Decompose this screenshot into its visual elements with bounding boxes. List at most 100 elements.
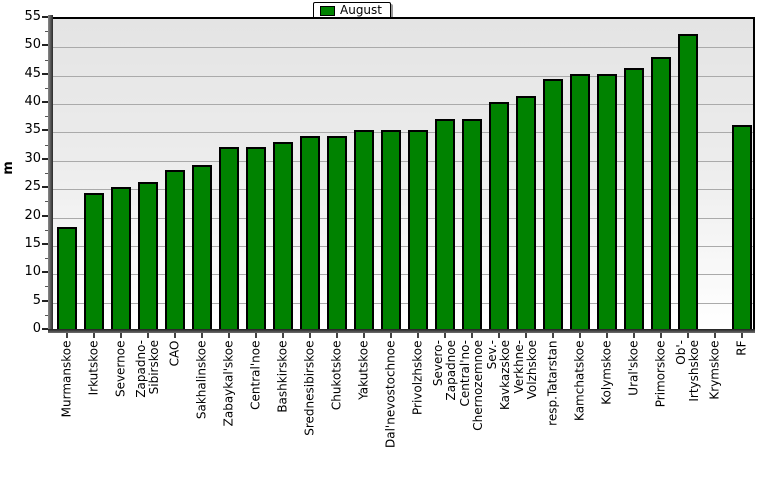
y-tick-50 (42, 44, 48, 47)
x-label-central-noe: Central'noe (248, 340, 262, 410)
bar-zapadno-sibirskoe (137, 181, 158, 329)
bar-murmanskoe (56, 226, 77, 329)
y-minor-tick (45, 144, 48, 146)
y-tick-label-35: 35 (24, 122, 41, 138)
y-minor-tick (45, 286, 48, 288)
gridline-20 (53, 217, 753, 219)
bar-central-no-chernozemnoe (461, 119, 482, 329)
x-tick-severnoe (119, 333, 122, 338)
bar-cao (164, 170, 185, 329)
x-tick-central-noe (254, 333, 257, 338)
x-tick-privolzhskoe (416, 333, 419, 338)
bar-verkhne-volzhskoe (515, 96, 536, 329)
y-tick-30 (42, 157, 48, 160)
y-tick-label-20: 20 (24, 207, 41, 223)
y-tick-label-0: 0 (32, 321, 41, 336)
bar-yakutskoe (353, 130, 374, 329)
x-tick-zabaykal-skoe (227, 333, 230, 338)
x-tick-srednesibirskoe (308, 333, 311, 338)
gridline-45 (53, 75, 753, 77)
x-label-irkutskoe: Irkutskoe (86, 340, 100, 395)
y-tick-10 (42, 271, 48, 274)
y-tick-label-45: 45 (24, 65, 41, 81)
x-label-rf: RF (734, 340, 748, 356)
x-label-bashkirskoe: Bashkirskoe (275, 340, 289, 413)
y-tick-5 (42, 299, 48, 302)
gridline-50 (53, 47, 753, 49)
bar-privolzhskoe (407, 130, 428, 329)
x-label-primorskoe: Primorskoe (653, 340, 667, 407)
gridline-30 (53, 160, 753, 162)
bar-irkutskoe (83, 192, 104, 329)
y-minor-tick (45, 31, 48, 33)
gridline-5 (53, 302, 753, 304)
x-label-sakhalinskoe: Sakhalinskoe (194, 340, 208, 419)
legend-swatch-august (320, 5, 335, 16)
bar-primorskoe (650, 56, 671, 329)
x-label-murmanskoe: Murmanskoe (59, 340, 73, 417)
legend-label: August (340, 3, 382, 17)
x-tick-rf (740, 333, 743, 338)
bar-central-noe (245, 147, 266, 329)
x-label-chukotskoe: Chukotskoe (329, 340, 343, 410)
bar-dal-nevostochnoe (380, 130, 401, 329)
x-label-zapadno-sibirskoe: Zapadno- Sibirskoe (133, 340, 161, 398)
x-tick-sakhalinskoe (200, 333, 203, 338)
bar-rf (731, 124, 752, 329)
x-tick-chukotskoe (335, 333, 338, 338)
y-tick-40 (42, 101, 48, 104)
x-tick-krymskoe (713, 333, 716, 338)
bar-kamchatskoe (569, 73, 590, 329)
x-label-dal-nevostochnoe: Dal'nevostochnoe (383, 340, 397, 448)
bar-kolymskoe (596, 73, 617, 329)
x-tick-kamchatskoe (578, 333, 581, 338)
y-tick-label-40: 40 (24, 94, 41, 110)
y-tick-label-55: 55 (24, 9, 41, 24)
x-tick-ob-irtyshskoe (686, 333, 689, 338)
x-label-severo-zapadnoe: Severo- Zapadnoe (430, 340, 458, 401)
gridline-10 (53, 274, 753, 276)
gridline-40 (53, 104, 753, 106)
x-label-verkhne-volzhskoe: Verkhne- Volzhskoe (511, 340, 539, 400)
plot-area (53, 17, 755, 329)
x-label-sev-kavkazskoe: Sev.- Kavkazskoe (484, 340, 512, 411)
bar-severo-zapadnoe (434, 119, 455, 329)
x-label-privolzhskoe: Privolzhskoe (410, 340, 424, 415)
x-tick-verkhne-volzhskoe (524, 333, 527, 338)
x-tick-bashkirskoe (281, 333, 284, 338)
x-tick-irkutskoe (92, 333, 95, 338)
y-tick-55 (42, 16, 48, 18)
x-label-kamchatskoe: Kamchatskoe (572, 340, 586, 421)
x-label-yakutskoe: Yakutskoe (356, 340, 370, 400)
x-label-central-no-chernozemnoe: Central'no- Chernozemnoe (457, 340, 485, 431)
y-tick-label-30: 30 (24, 150, 41, 166)
bar-resp-tatarstan (542, 79, 563, 329)
x-label-ob-irtyshskoe: Ob'- Irtyshskoe (673, 340, 701, 402)
y-tick-15 (42, 242, 48, 245)
y-minor-tick (45, 173, 48, 174)
y-minor-tick (45, 201, 48, 203)
x-axis-line (48, 329, 755, 333)
y-minor-tick (45, 59, 48, 61)
y-tick-45 (42, 72, 48, 75)
gridline-25 (53, 189, 753, 191)
y-minor-tick (45, 116, 48, 118)
bar-bashkirskoe (272, 141, 293, 329)
y-tick-label-10: 10 (24, 264, 41, 280)
x-tick-resp-tatarstan (551, 333, 554, 338)
bar-srednesibirskoe (299, 136, 320, 329)
y-minor-tick (45, 258, 48, 260)
x-tick-primorskoe (659, 333, 662, 338)
y-minor-tick (45, 314, 48, 316)
y-tick-35 (42, 129, 48, 132)
y-minor-tick (45, 229, 48, 231)
y-tick-label-15: 15 (24, 235, 41, 251)
x-tick-ural-skoe (632, 333, 635, 338)
x-tick-yakutskoe (362, 333, 365, 338)
x-label-krymskoe: Krymskoe (707, 340, 721, 400)
x-tick-murmanskoe (65, 333, 68, 338)
bar-ob-irtyshskoe (677, 34, 698, 329)
x-label-resp-tatarstan: resp.Tatarstan (545, 340, 559, 426)
y-tick-label-5: 5 (32, 292, 41, 308)
